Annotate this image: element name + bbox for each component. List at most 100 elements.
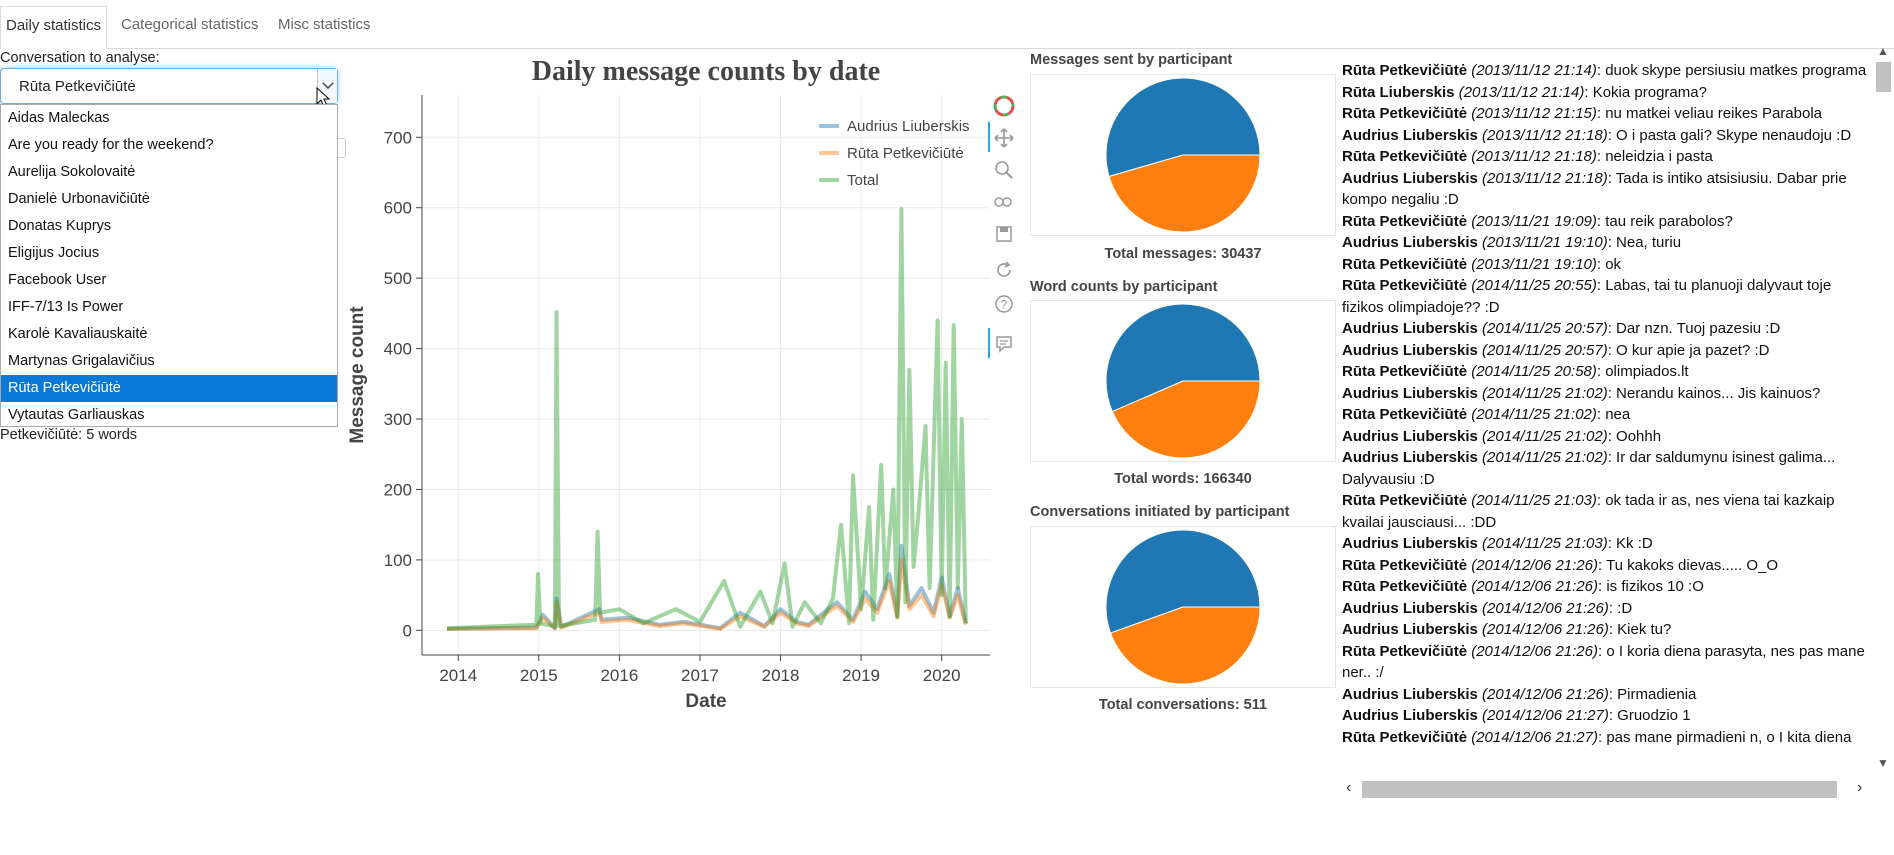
pie-chart-conversations[interactable]: [1030, 526, 1336, 688]
dropdown-option[interactable]: Martynas Grigalavičius: [8, 353, 155, 369]
message-sender: Audrius Liuberskis: [1342, 707, 1478, 724]
pie-title-words: Word counts by participant: [1030, 279, 1218, 295]
y-tick-label: 300: [384, 410, 412, 429]
x-tick-label: 2016: [600, 666, 638, 685]
message-time: (2014/11/25 21:02): [1482, 427, 1608, 445]
legend-label: Audrius Liuberskis: [847, 118, 970, 135]
dropdown-option[interactable]: Rūta Petkevičiūtė: [1, 375, 337, 402]
pie-svg: [1105, 529, 1261, 685]
x-tick-label: 2020: [923, 666, 961, 685]
dropdown-option[interactable]: Eligijus Jocius: [8, 245, 100, 261]
message-sender: Rūta Petkevičiūtė: [1342, 148, 1468, 165]
message-entry: Rūta Petkevičiūtė (2013/11/12 21:14): du…: [1342, 60, 1872, 82]
hover-icon[interactable]: [990, 330, 1018, 358]
message-entry: Audrius Liuberskis (2014/12/06 21:26): :…: [1342, 598, 1872, 620]
message-text: : Dar nzn. Tuoj pazesiu :D: [1607, 320, 1781, 337]
conversation-label: Conversation to analyse:: [0, 50, 160, 66]
message-sender: Rūta Petkevičiūtė: [1342, 728, 1468, 746]
dropdown-option[interactable]: Donatas Kuprys: [8, 218, 112, 234]
message-text: : O i pasta gali? Skype nenaudoju :D: [1607, 126, 1852, 144]
tab-daily-statistics[interactable]: Daily statistics: [0, 6, 108, 49]
pie-chart-words[interactable]: [1030, 300, 1336, 462]
message-text: : Tu kakoks dievas..... O_O: [1598, 556, 1779, 574]
series-line: [446, 543, 968, 631]
y-tick-label: 400: [384, 340, 412, 359]
message-sender: Audrius Liuberskis: [1342, 169, 1478, 187]
message-entry: Rūta Petkevičiūtė (2014/11/25 20:55): La…: [1342, 275, 1872, 318]
message-text: : O kur apie ja pazet? :D: [1607, 341, 1770, 359]
pie-title-conversations: Conversations initiated by participant: [1030, 504, 1290, 520]
message-sender: Audrius Liuberskis: [1342, 449, 1478, 466]
scrollbar-thumb[interactable]: [1362, 781, 1837, 798]
scroll-up-icon[interactable]: ▲: [1877, 44, 1889, 58]
message-entry: Rūta Petkevičiūtė (2014/12/06 21:26): is…: [1342, 576, 1872, 598]
dropdown-option[interactable]: Facebook User: [8, 272, 107, 288]
message-entry: Audrius Liuberskis (2014/11/25 21:03): K…: [1342, 533, 1872, 555]
message-text: : ok tada ir as, nes viena tai kazkaip k…: [1342, 492, 1835, 531]
dropdown-option[interactable]: Aurelija Sokolovaitė: [8, 164, 136, 180]
dropdown-option[interactable]: Aidas Maleckas: [8, 110, 110, 126]
pie-caption-conversations: Total conversations: 511: [1098, 697, 1268, 713]
message-log[interactable]: Rūta Petkevičiūtė (2013/11/12 21:14): du…: [1342, 60, 1872, 774]
message-text: : Gruodzio 1: [1608, 707, 1691, 724]
box-zoom-icon[interactable]: [990, 156, 1018, 184]
scroll-down-icon[interactable]: ▼: [1877, 756, 1889, 770]
wheel-zoom-icon[interactable]: [990, 188, 1018, 216]
message-time: (2013/11/12 21:14): [1471, 62, 1597, 79]
message-text: : duok skype persiusiu matkes programa: [1596, 62, 1867, 79]
bokeh-logo-icon[interactable]: [990, 92, 1018, 120]
legend-label: Total: [847, 172, 879, 189]
message-entry: Audrius Liuberskis (2014/12/06 21:26): P…: [1342, 684, 1872, 706]
dropdown-option[interactable]: Danielė Urbonavičiūtė: [8, 191, 150, 207]
scroll-right-icon[interactable]: ›: [1857, 779, 1863, 796]
chart-title: Daily message counts by date: [532, 56, 880, 87]
message-text: : Oohhh: [1607, 427, 1662, 445]
message-time: (2013/11/21 19:10): [1482, 234, 1608, 251]
message-sender: Rūta Petkevičiūtė: [1342, 212, 1468, 230]
dropdown-option[interactable]: Are you ready for the weekend?: [8, 137, 214, 153]
pie-slice: [1105, 77, 1261, 178]
message-time: (2014/11/25 20:55): [1471, 277, 1597, 294]
dropdown-option[interactable]: IFF-7/13 Is Power: [8, 299, 124, 315]
tab-misc-statistics[interactable]: Misc statistics: [278, 16, 371, 33]
message-sender: Rūta Petkevičiūtė: [1342, 406, 1468, 423]
tab-bar: Daily statistics Categorical statistics …: [0, 0, 1894, 49]
message-sender: Audrius Liuberskis: [1342, 535, 1478, 552]
scrollbar-thumb[interactable]: [1876, 62, 1891, 92]
message-text: : Nea, turiu: [1607, 234, 1682, 251]
message-entry: Audrius Liuberskis (2013/11/12 21:18): T…: [1342, 168, 1872, 211]
message-log-horizontal-scrollbar[interactable]: ‹ ›: [1342, 778, 1873, 800]
message-time: (2013/11/12 21:14): [1458, 83, 1585, 101]
message-text: : nu matkei veliau reikes Parabola: [1596, 105, 1822, 122]
message-sender: Audrius Liuberskis: [1342, 320, 1478, 337]
pie-caption-words: Total words: 166340: [1114, 471, 1252, 487]
message-time: (2013/11/12 21:18): [1482, 126, 1608, 144]
message-log-vertical-scrollbar[interactable]: ▲ ▼: [1873, 44, 1894, 774]
help-icon[interactable]: ?: [990, 290, 1018, 318]
message-time: (2013/11/12 21:15): [1471, 105, 1597, 122]
dropdown-option[interactable]: Karolė Kavaliauskaitė: [8, 326, 148, 342]
message-entry: Audrius Liuberskis (2014/11/25 20:57): O…: [1342, 340, 1872, 362]
scroll-left-icon[interactable]: ‹: [1346, 779, 1352, 796]
dropdown-option[interactable]: Vytautas Garliauskas: [8, 407, 145, 423]
pie-slice: [1111, 380, 1261, 459]
pan-icon[interactable]: [990, 124, 1018, 152]
pie-chart-messages[interactable]: [1030, 74, 1336, 236]
save-icon[interactable]: [990, 220, 1018, 248]
message-time: (2014/11/25 20:57): [1482, 341, 1608, 359]
message-time: (2013/11/21 19:09): [1471, 212, 1597, 230]
daily-message-chart[interactable]: Daily message counts by date 0 100 200 300 40…: [345, 50, 995, 720]
pie-svg: [1105, 303, 1261, 459]
tab-categorical-statistics[interactable]: Categorical statistics: [121, 16, 259, 33]
message-text: : Nerandu kainos... Jis kainuos?: [1607, 384, 1821, 402]
reset-icon[interactable]: [990, 256, 1018, 284]
message-time: (2014/12/06 21:27): [1482, 707, 1609, 724]
message-time: (2014/12/06 21:26): [1471, 578, 1598, 595]
message-time: (2014/11/25 20:58): [1471, 363, 1597, 380]
message-text: : :D: [1608, 599, 1633, 617]
conversation-dropdown-list[interactable]: Aidas Maleckas Are you ready for the week…: [0, 104, 338, 427]
message-text: : neleidzia i pasta: [1596, 148, 1713, 165]
message-time: (2013/11/12 21:18): [1471, 148, 1597, 165]
conversation-select[interactable]: Rūta Petkevičiūtė: [0, 68, 338, 108]
message-entry: Audrius Liuberskis (2014/11/25 21:02): O…: [1342, 426, 1872, 448]
